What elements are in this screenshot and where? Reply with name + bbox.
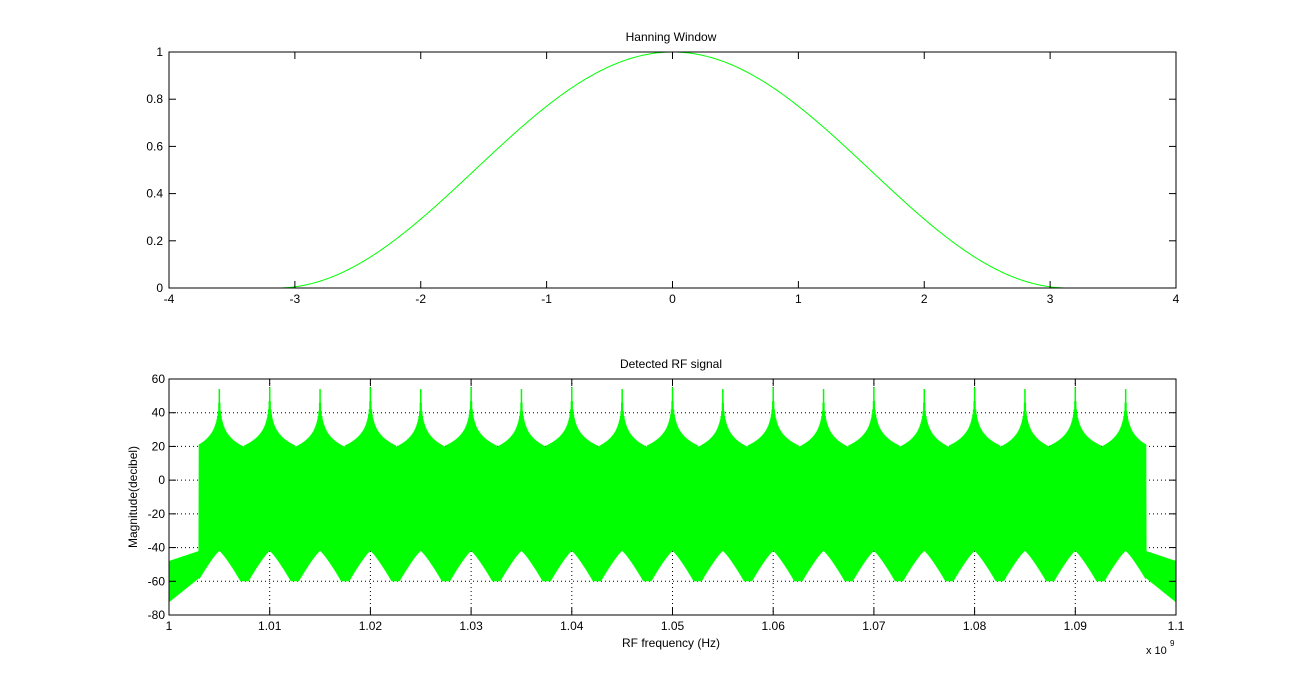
rf-x-tick-label: 1.02: [359, 619, 383, 633]
hanning-x-tick-label: -1: [541, 292, 552, 306]
rf-y-ticks: -80 -60 -40 -20 0 20 40 60: [148, 372, 1176, 622]
rf-y-tick-label: -60: [148, 574, 166, 588]
rf-x-tick-label: 1.03: [459, 619, 483, 633]
rf-y-tick-label: 20: [152, 439, 166, 453]
hanning-x-tick-label: 0: [669, 292, 676, 306]
rf-x-tick-label: 1.01: [258, 619, 282, 633]
hanning-x-tick-label: 3: [1047, 292, 1054, 306]
hanning-x-tick-label: 1: [795, 292, 802, 306]
rf-x-tick-label: 1.07: [862, 619, 886, 633]
hanning-x-tick-label: -3: [290, 292, 301, 306]
rf-x-tick-label: 1.04: [560, 619, 584, 633]
rf-x-multiplier-exponent: 9: [1170, 639, 1175, 648]
hanning-x-tick-label: 4: [1173, 292, 1180, 306]
rf-x-tick-label: 1.05: [661, 619, 685, 633]
rf-x-ticks: 1 1.01 1.02 1.03 1.04 1.05 1.06 1.07 1.08 1.09 1.1: [166, 379, 1185, 633]
rf-y-tick-label: 40: [152, 406, 166, 420]
rf-x-tick-label: 1.08: [963, 619, 987, 633]
rf-x-tick-label: 1.06: [762, 619, 786, 633]
hanning-x-tick-label: -2: [415, 292, 426, 306]
hanning-plot-area: [169, 52, 1176, 288]
rf-x-multiplier-label: x 10: [1146, 645, 1167, 657]
rf-y-tick-label: -80: [148, 608, 166, 622]
rf-x-tick-label: 1.09: [1064, 619, 1088, 633]
rf-y-tick-label: -40: [148, 541, 166, 555]
rf-y-axis-label: Magnitude(decibel): [126, 446, 140, 548]
hanning-y-tick-label: 0.6: [146, 139, 163, 153]
hanning-y-tick-label: 0.4: [146, 187, 163, 201]
rf-y-tick-label: 60: [152, 372, 166, 386]
rf-x-tick-label: 1: [166, 619, 173, 633]
hanning-y-tick-label: 0: [156, 281, 163, 295]
rf-signal-title: Detected RF signal: [620, 357, 722, 371]
hanning-x-ticks: -4 -3 -2 -1 0 1 2 3 4: [164, 52, 1180, 306]
hanning-y-tick-label: 0.8: [146, 92, 163, 106]
hanning-y-ticks: 0 0.2 0.4 0.6 0.8 1: [146, 45, 1176, 295]
rf-y-tick-label: 0: [158, 473, 165, 487]
hanning-y-tick-label: 1: [156, 45, 163, 59]
hanning-x-tick-label: -4: [164, 292, 175, 306]
hanning-x-tick-label: 2: [921, 292, 928, 306]
hanning-window-title: Hanning Window: [626, 30, 717, 44]
rf-signal-axes: Detected RF signal 1 1.01 1.02 1.03 1.04 1.05…: [126, 357, 1185, 657]
hanning-y-tick-label: 0.2: [146, 234, 163, 248]
hanning-window-axes: Hanning Window -4 -3 -2 -1 0 1 2 3 4 00.20.40.60…: [146, 30, 1179, 306]
rf-x-axis-label: RF frequency (Hz): [622, 636, 720, 650]
rf-x-tick-label: 1.1: [1168, 619, 1185, 633]
rf-y-tick-label: -20: [148, 507, 166, 521]
rf-signal-trace: [168, 387, 1177, 602]
